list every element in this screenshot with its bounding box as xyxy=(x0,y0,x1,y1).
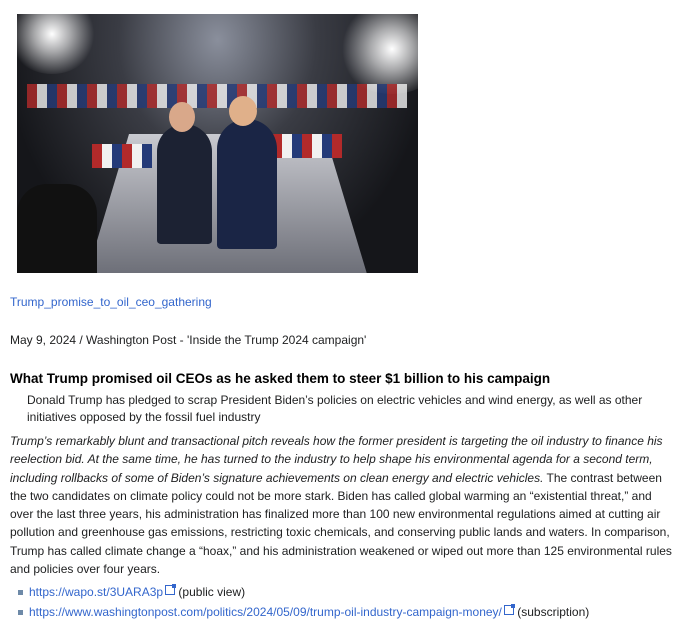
source-link-subscription[interactable]: https://www.washingtonpost.com/politics/… xyxy=(29,605,502,620)
caption-link[interactable]: Trump_promise_to_oil_ceo_gathering xyxy=(10,295,212,309)
list-item: https://wapo.st/3UARA3p (public view) xyxy=(10,582,676,602)
link-note: (subscription) xyxy=(517,605,590,620)
article-body: Trump’s remarkably blunt and transaction… xyxy=(10,432,676,578)
dateline: May 9, 2024 / Washington Post - 'Inside … xyxy=(10,333,367,347)
body-plain: The contrast between the two candidates … xyxy=(10,470,672,577)
article-photo xyxy=(17,14,418,273)
headline: What Trump promised oil CEOs as he asked… xyxy=(10,371,551,386)
link-note: (public view) xyxy=(178,585,246,600)
source-link-public[interactable]: https://wapo.st/3UARA3p xyxy=(29,585,164,600)
source-links: https://wapo.st/3UARA3p (public view) ht… xyxy=(10,582,676,622)
external-link-icon xyxy=(165,584,177,596)
external-link-icon xyxy=(503,604,515,616)
list-item: https://www.washingtonpost.com/politics/… xyxy=(10,602,676,622)
subhead: Donald Trump has pledged to scrap Presid… xyxy=(27,393,643,424)
body-italic: Trump’s remarkably blunt and transaction… xyxy=(10,434,663,485)
